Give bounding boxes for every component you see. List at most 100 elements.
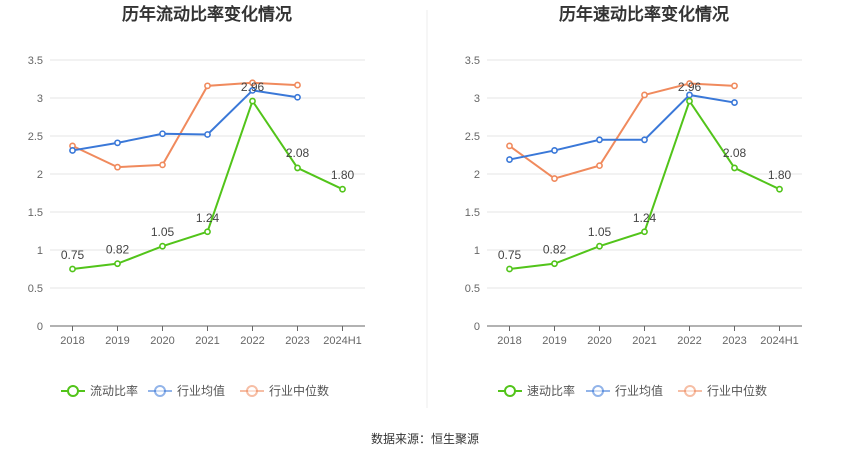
x-tick-label: 2019 <box>105 335 129 347</box>
data-label: 2.08 <box>723 146 747 160</box>
y-tick-label: 1.5 <box>28 207 43 219</box>
data-point-company <box>204 228 211 236</box>
x-tick-label: 2024H1 <box>760 335 799 347</box>
data-point-company <box>249 97 256 105</box>
data-label: 2.96 <box>678 80 702 94</box>
data-point-company <box>114 260 121 268</box>
y-tick-label: 2.5 <box>28 131 43 143</box>
data-point-industry_median <box>159 161 166 169</box>
data-point-company <box>69 265 76 273</box>
data-point-company <box>641 228 648 236</box>
y-tick-label: 2 <box>37 169 43 181</box>
data-label: 2.08 <box>286 146 310 160</box>
data-point-industry_median <box>641 91 648 99</box>
data-label: 1.05 <box>588 225 612 239</box>
legend-item-company[interactable]: 速动比率 <box>498 383 575 398</box>
y-tick-label: 3.5 <box>28 55 43 67</box>
data-point-industry_median <box>596 162 603 170</box>
data-label: 1.80 <box>768 168 792 182</box>
data-label: 0.75 <box>498 248 522 262</box>
y-tick-label: 0 <box>37 321 43 333</box>
legend-marker <box>246 385 258 397</box>
data-point-industry_avg <box>596 136 603 144</box>
data-point-industry_median <box>731 82 738 90</box>
legend-label: 流动比率 <box>90 383 138 398</box>
legend-item-industry_avg[interactable]: 行业均值 <box>586 383 663 398</box>
data-point-industry_avg <box>114 139 121 147</box>
legend-label: 行业中位数 <box>707 383 767 398</box>
data-point-company <box>596 242 603 250</box>
data-point-industry_median <box>249 79 256 87</box>
data-label: 1.24 <box>633 211 657 225</box>
legend-label: 行业均值 <box>615 383 663 398</box>
legend-marker <box>592 385 604 397</box>
data-point-company <box>776 185 783 193</box>
legend-marker <box>504 385 516 397</box>
y-tick-label: 1 <box>37 245 43 257</box>
y-tick-label: 1.5 <box>465 207 480 219</box>
y-tick-label: 3.5 <box>465 55 480 67</box>
chart-title: 历年速动比率变化情况 <box>559 4 729 24</box>
data-point-industry_avg <box>204 131 211 138</box>
legend-item-industry_median[interactable]: 行业中位数 <box>240 383 329 398</box>
data-point-company <box>159 242 166 250</box>
x-tick-label: 2021 <box>195 335 219 347</box>
data-point-company <box>506 265 513 273</box>
series-line-industry_avg <box>509 93 735 161</box>
data-point-industry_median <box>506 142 513 150</box>
series-line-industry_median <box>72 81 298 169</box>
data-source: 数据来源：恒生聚源 <box>371 431 479 446</box>
y-tick-label: 2 <box>474 169 480 181</box>
legend-label: 行业均值 <box>177 383 225 398</box>
series-line-industry_median <box>508 82 735 180</box>
data-point-industry_avg <box>249 87 256 94</box>
y-tick-label: 0.5 <box>465 283 480 295</box>
y-tick-label: 3 <box>37 93 43 105</box>
x-tick-label: 2023 <box>285 335 309 347</box>
data-point-industry_avg <box>159 130 166 138</box>
data-point-industry_median <box>114 163 121 171</box>
data-point-industry_median <box>686 80 693 87</box>
x-tick-label: 2019 <box>542 335 566 347</box>
data-point-company <box>294 164 301 172</box>
data-label: 2.96 <box>241 80 265 94</box>
legend-label: 行业中位数 <box>269 383 329 398</box>
data-point-industry_avg <box>506 156 513 163</box>
legend-item-industry_median[interactable]: 行业中位数 <box>678 383 767 398</box>
data-point-industry_avg <box>551 147 558 154</box>
data-point-industry_median <box>551 175 558 182</box>
x-tick-label: 2024H1 <box>323 335 362 347</box>
x-tick-label: 2020 <box>587 335 611 347</box>
legend-marker <box>67 385 79 397</box>
data-point-industry_avg <box>731 99 738 106</box>
data-point-industry_avg <box>641 136 648 144</box>
legend-label: 速动比率 <box>527 383 575 398</box>
y-tick-label: 1 <box>474 245 480 257</box>
quick-ratio-chart: 历年速动比率变化情况 0 0.5 1 1.5 2 2.5 3 3.5 2018 2019 2020 20… <box>465 4 802 398</box>
legend-marker <box>684 385 696 397</box>
x-tick-label: 2021 <box>632 335 656 347</box>
data-point-industry_avg <box>686 91 693 99</box>
data-label: 1.80 <box>331 168 355 182</box>
data-point-company <box>686 97 693 105</box>
series-line-industry_avg <box>72 89 298 152</box>
x-tick-label: 2020 <box>150 335 174 347</box>
y-tick-label: 0.5 <box>28 283 43 295</box>
y-tick-label: 2.5 <box>465 131 480 143</box>
legend-item-industry_avg[interactable]: 行业均值 <box>148 383 225 398</box>
legend-item-company[interactable]: 流动比率 <box>61 383 138 398</box>
y-tick-label: 0 <box>474 321 480 333</box>
chart-title: 历年流动比率变化情况 <box>122 4 292 24</box>
x-tick-label: 2018 <box>497 335 521 347</box>
data-point-industry_median <box>294 81 301 89</box>
data-point-industry_avg <box>294 93 301 101</box>
x-tick-label: 2022 <box>240 335 264 347</box>
data-point-industry_median <box>204 82 211 90</box>
data-point-company <box>731 164 738 172</box>
x-tick-label: 2023 <box>722 335 746 347</box>
current-ratio-chart: 历年流动比率变化情况 0 0.5 1 1.5 2 2.5 3 3.5 2018 2019 2020 20… <box>28 4 365 398</box>
legend-marker <box>154 385 166 397</box>
data-label: 1.05 <box>151 225 175 239</box>
data-label: 0.82 <box>543 243 567 257</box>
